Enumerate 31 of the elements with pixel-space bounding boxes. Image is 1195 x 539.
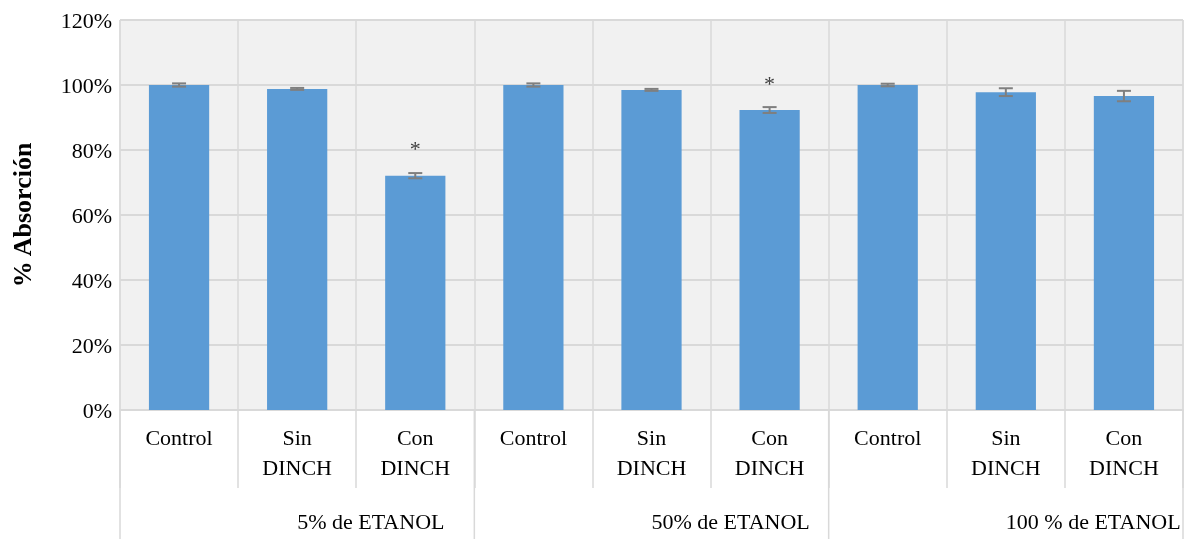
y-tick-label: 0% <box>82 397 112 423</box>
data-label: * <box>409 136 421 162</box>
x-tick-label: Sin DINCH <box>262 424 333 480</box>
bar <box>857 85 918 410</box>
y-tick-label: 120% <box>60 7 112 33</box>
bar <box>975 92 1036 410</box>
x-tick-label: Control <box>854 424 922 450</box>
text: 50% de ETANOL <box>651 508 810 534</box>
y-axis-title: % Absorción <box>7 142 37 288</box>
bar <box>739 110 800 410</box>
text: 5% de ETANOL <box>297 508 445 534</box>
x-tick-label: Con DINCH <box>1089 424 1159 480</box>
bar <box>148 85 210 410</box>
y-tick-label: 40% <box>71 267 112 293</box>
bar <box>385 175 446 410</box>
data-label: * <box>764 70 776 96</box>
x-tick-label: Sin DINCH <box>971 424 1041 480</box>
x-tick-label: Control <box>145 424 213 450</box>
bar <box>621 89 682 410</box>
bar <box>503 85 564 410</box>
x-tick-label: Control <box>499 424 568 450</box>
x-tick-label: Con DINCH <box>380 424 451 480</box>
y-tick-label: 80% <box>71 137 112 163</box>
x-tick-label: Con DINCH <box>734 424 805 480</box>
x-tick-label: Sin DINCH <box>616 424 687 480</box>
text: 100 % de ETANOL <box>1005 508 1181 534</box>
bar <box>267 88 328 410</box>
y-tick-label: 20% <box>71 332 112 358</box>
y-tick-label: 100% <box>60 72 112 98</box>
y-tick-label: 60% <box>71 202 112 228</box>
bar <box>1093 96 1155 410</box>
